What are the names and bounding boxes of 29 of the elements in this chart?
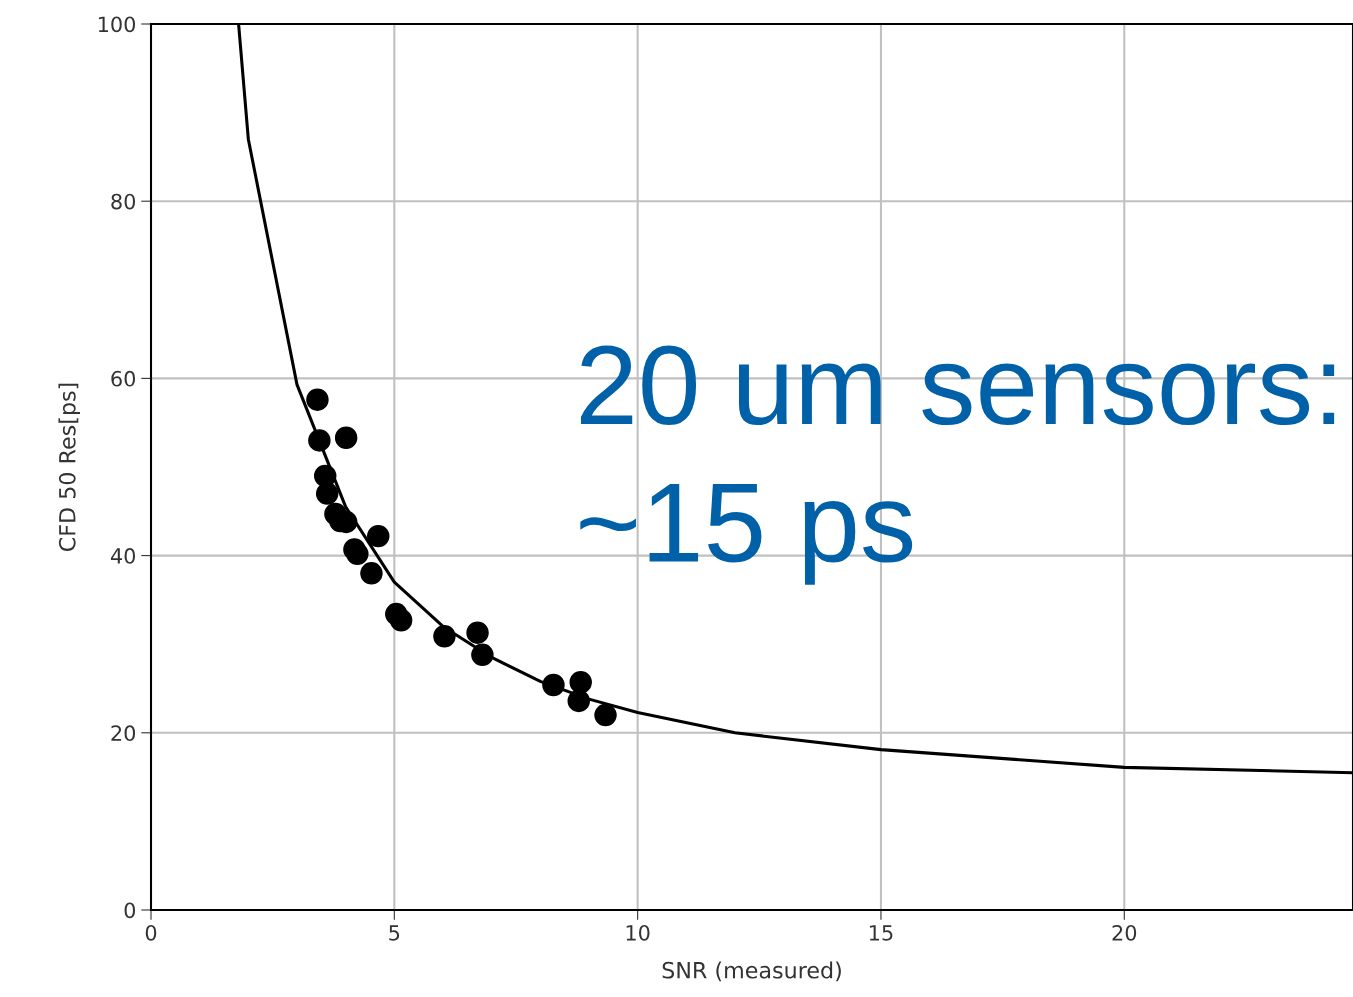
point xyxy=(569,671,592,694)
x-tick-label: 10 xyxy=(626,924,650,941)
y-tick-label: 100 xyxy=(98,16,136,33)
point xyxy=(433,624,456,648)
y-tick-label: 0 xyxy=(124,902,136,919)
point xyxy=(567,689,590,713)
point xyxy=(471,643,494,667)
point xyxy=(542,673,565,697)
point xyxy=(315,482,339,505)
point xyxy=(360,562,383,585)
point xyxy=(334,426,358,449)
point xyxy=(306,388,329,411)
annotation: 20 um sensors: ~15 ps xyxy=(580,345,1335,585)
y-tick-label: 20 xyxy=(111,725,136,742)
y-axis-title: CFD 50 Res[ps] xyxy=(58,383,80,552)
point xyxy=(466,621,489,644)
x-tick-label: 5 xyxy=(389,925,400,941)
point xyxy=(346,542,369,566)
x-tick-label: 15 xyxy=(869,925,893,941)
point xyxy=(594,703,617,727)
y-tick-label: 60 xyxy=(111,370,136,387)
y-tick-label: 40 xyxy=(110,548,136,564)
point xyxy=(389,609,413,632)
point xyxy=(367,524,390,548)
point xyxy=(308,429,331,452)
y-tick-label: 80 xyxy=(111,193,136,210)
x-tick-label: 20 xyxy=(1112,924,1137,941)
x-tick-label: 0 xyxy=(145,924,157,941)
x-axis-title: SNR (measured) xyxy=(662,961,841,982)
